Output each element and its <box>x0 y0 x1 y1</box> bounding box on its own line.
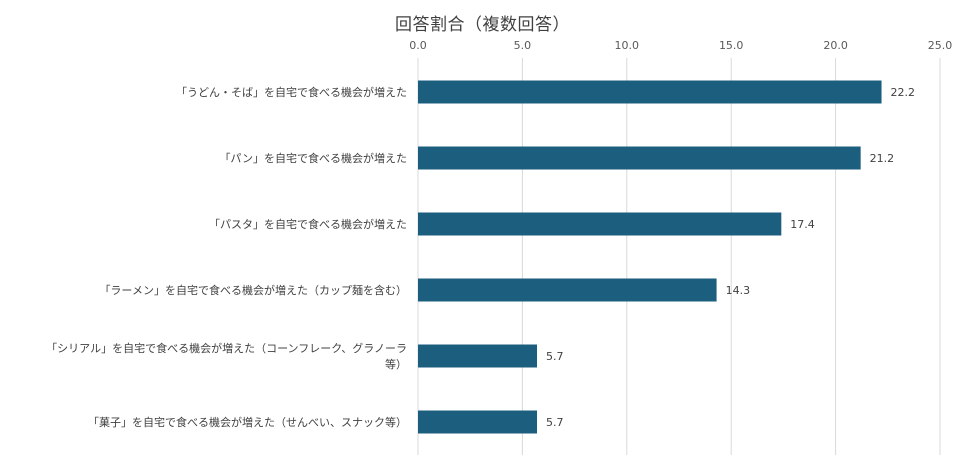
chart-title: 回答割合（複数回答） <box>395 15 570 35</box>
data-label: 14.3 <box>726 284 751 297</box>
category-label: 「うどん・そば」を自宅で食べる機会が増えた <box>176 85 407 99</box>
bar <box>418 278 717 302</box>
bar <box>418 344 538 368</box>
data-label: 22.2 <box>891 86 916 99</box>
x-tick-label: 10.0 <box>615 39 640 52</box>
x-tick-label: 25.0 <box>928 39 953 52</box>
x-tick-label: 0.0 <box>409 39 427 52</box>
data-label: 5.7 <box>546 350 564 363</box>
x-tick-label: 15.0 <box>719 39 744 52</box>
category-label-line: 「うどん・そば」を自宅で食べる機会が増えた <box>176 85 407 99</box>
category-label: 「シリアル」を自宅で食べる機会が増えた（コーンフレーク、グラノーラ等） <box>46 341 407 371</box>
x-tick-label: 5.0 <box>514 39 532 52</box>
category-label-line: 「ラーメン」を自宅で食べる機会が増えた（カップ麺を含む） <box>99 283 407 297</box>
category-label-line: 「パスタ」を自宅で食べる機会が増えた <box>209 217 407 231</box>
category-label: 「菓子」を自宅で食べる機会が増えた（せんべい、スナック等） <box>88 415 407 429</box>
category-label: 「パスタ」を自宅で食べる機会が増えた <box>209 217 407 231</box>
bar <box>418 212 782 236</box>
data-label: 21.2 <box>870 152 895 165</box>
category-label: 「ラーメン」を自宅で食べる機会が増えた（カップ麺を含む） <box>99 283 407 297</box>
x-tick-label: 20.0 <box>823 39 848 52</box>
category-label-line: 等） <box>385 357 407 371</box>
category-label-line: 「シリアル」を自宅で食べる機会が増えた（コーンフレーク、グラノーラ <box>46 341 407 355</box>
data-label: 5.7 <box>546 416 564 429</box>
data-label: 17.4 <box>790 218 815 231</box>
bar <box>418 146 861 170</box>
category-label-line: 「菓子」を自宅で食べる機会が増えた（せんべい、スナック等） <box>88 415 407 429</box>
category-label-line: 「パン」を自宅で食べる機会が増えた <box>219 151 407 165</box>
bar <box>418 80 882 104</box>
bar <box>418 410 538 434</box>
category-label: 「パン」を自宅で食べる機会が増えた <box>219 151 407 165</box>
